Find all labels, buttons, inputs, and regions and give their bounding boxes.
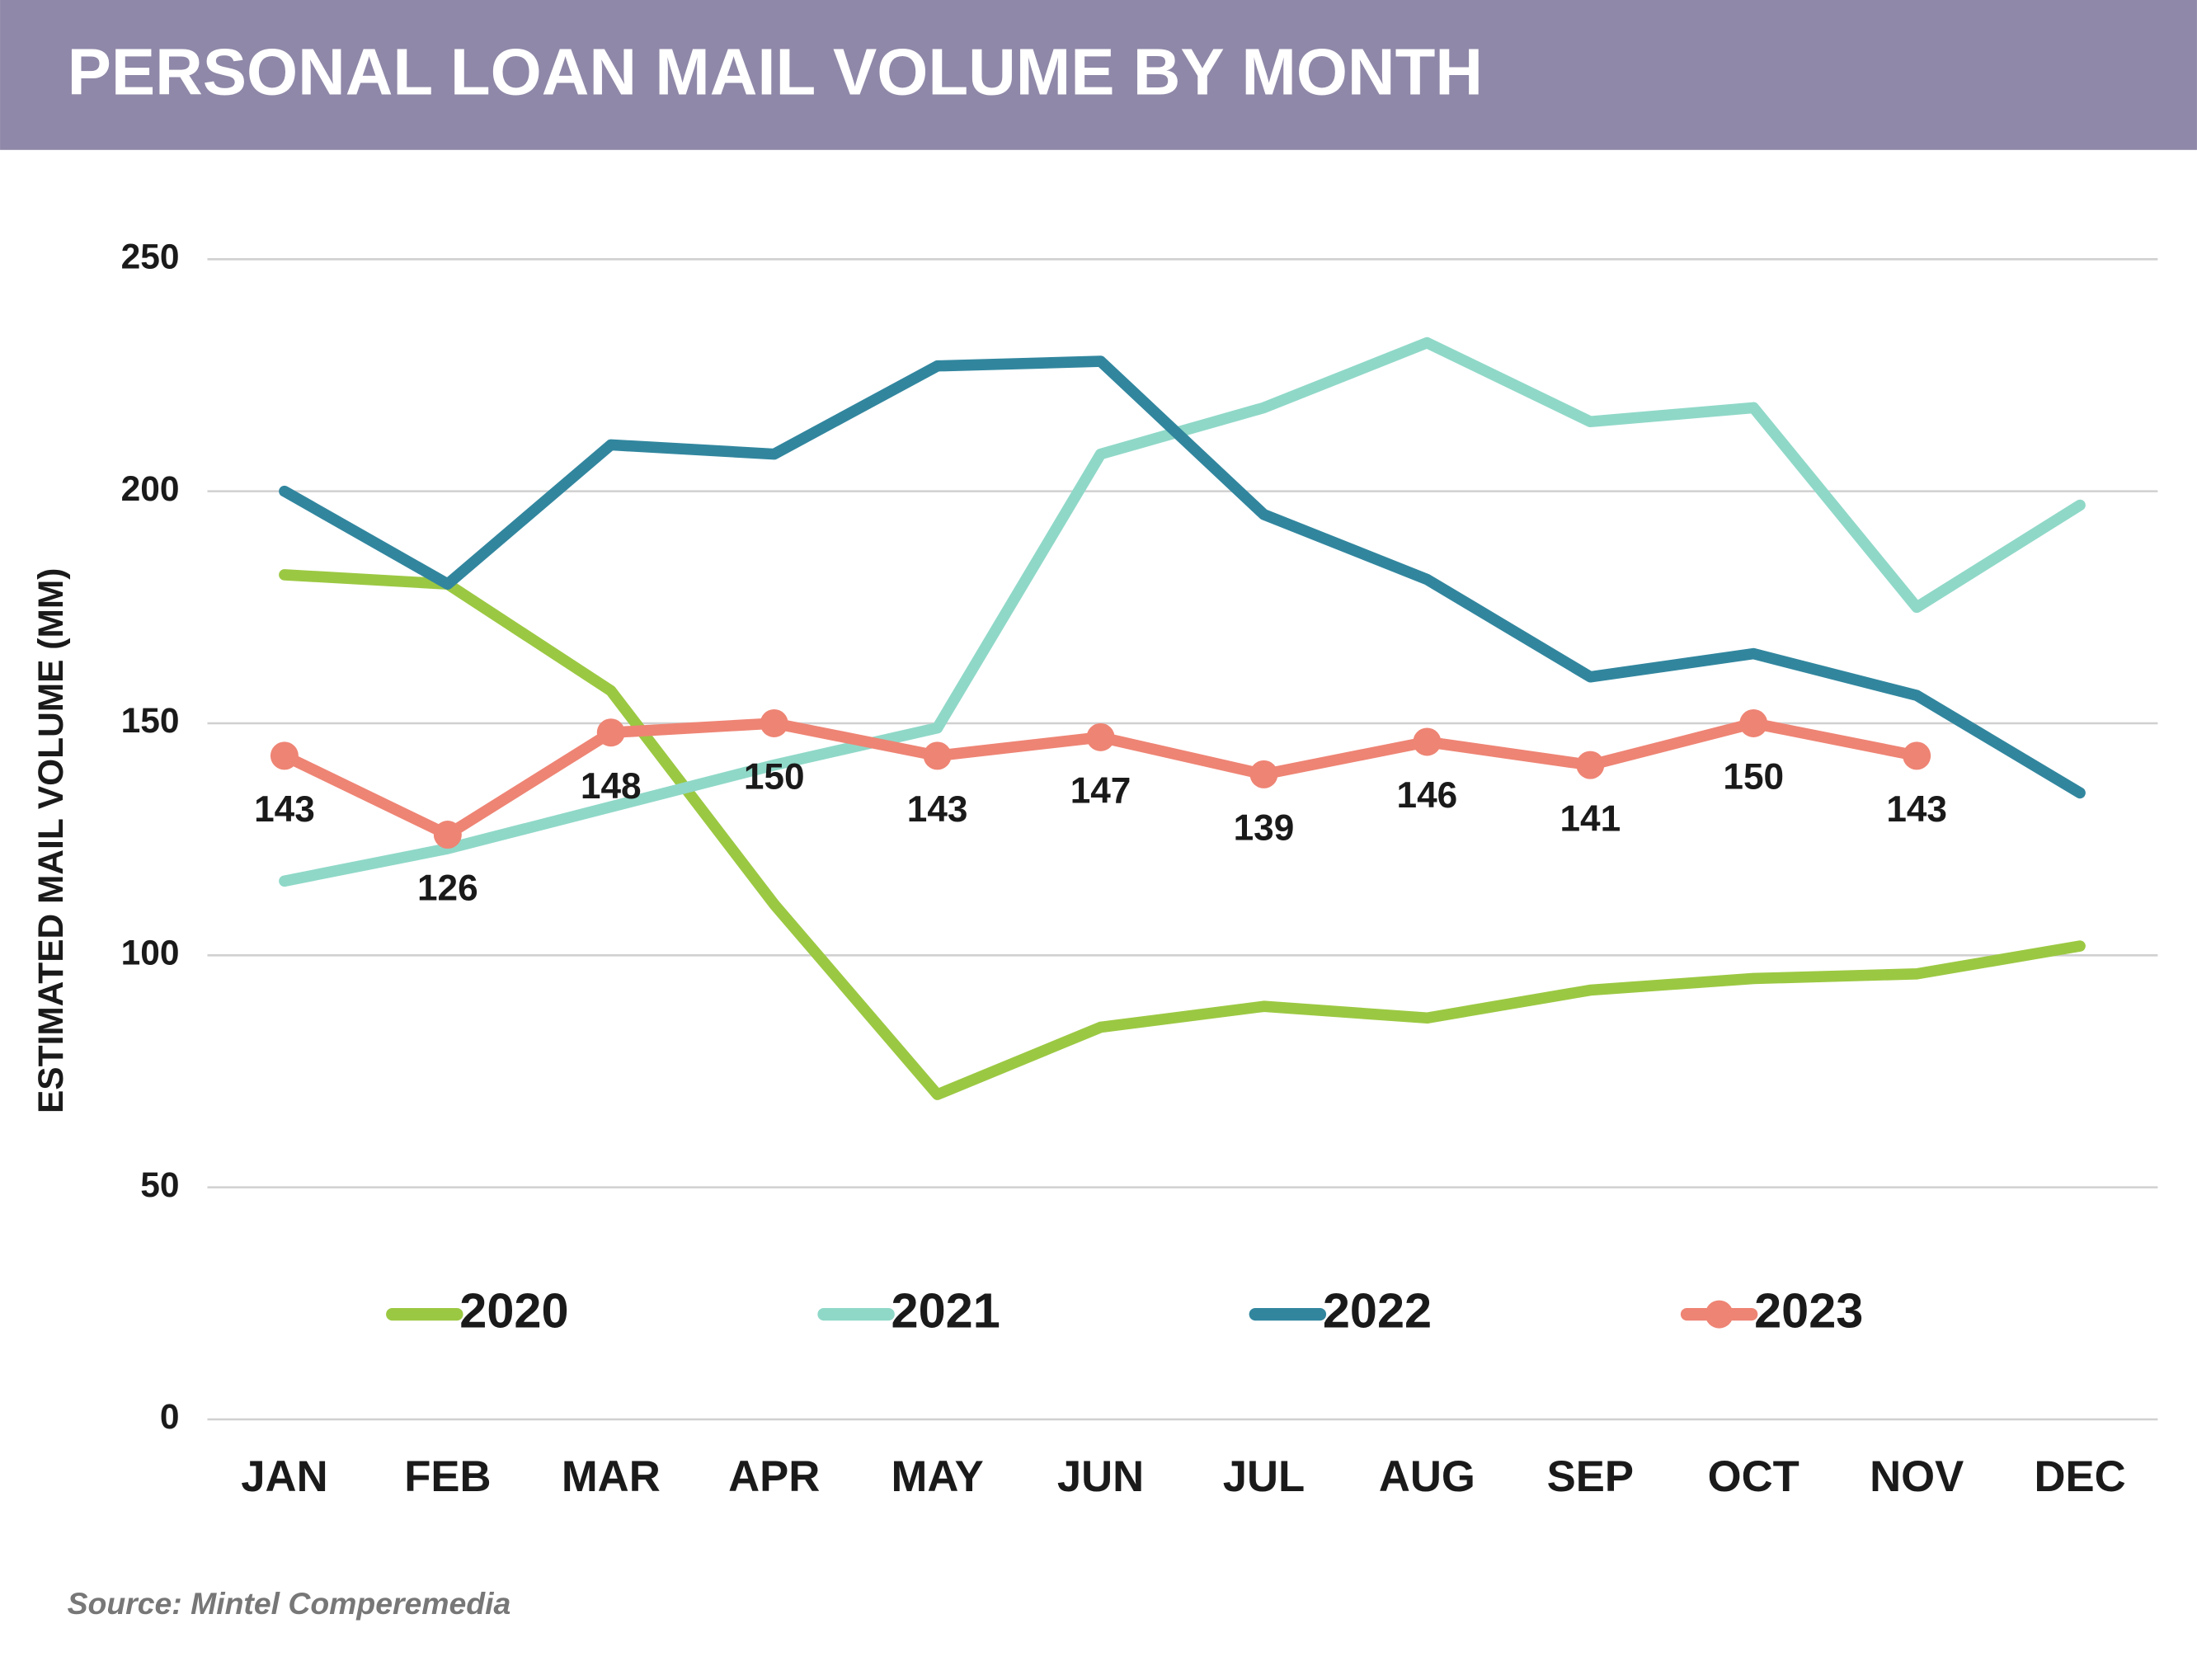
y-tick-label: 100 — [121, 934, 180, 972]
x-tick-label: DEC — [2034, 1452, 2125, 1501]
data-point — [1903, 741, 1931, 770]
y-tick-label: 0 — [160, 1397, 180, 1436]
y-tick-label: 150 — [121, 701, 180, 740]
data-point — [1249, 760, 1278, 788]
data-point — [923, 741, 952, 770]
data-label: 147 — [1070, 770, 1131, 811]
x-tick-label: FEB — [404, 1452, 491, 1501]
chart-title: PERSONAL LOAN MAIL VOLUME BY MONTH — [68, 35, 1483, 109]
data-point — [1739, 708, 1768, 737]
data-point — [433, 821, 462, 849]
data-label: 143 — [1886, 789, 1947, 830]
data-point — [270, 741, 299, 770]
x-tick-label: JAN — [241, 1452, 327, 1501]
x-tick-label: AUG — [1379, 1452, 1475, 1501]
x-tick-label: NOV — [1870, 1452, 1964, 1501]
x-tick-label: JUL — [1223, 1452, 1305, 1501]
y-tick-label: 250 — [121, 238, 180, 276]
data-label: 143 — [254, 789, 315, 830]
y-axis-label: ESTIMATED MAIL VOLUME (MM) — [31, 568, 70, 1113]
data-label: 126 — [417, 868, 478, 909]
data-label: 146 — [1397, 775, 1458, 816]
series-line — [279, 355, 2086, 799]
y-tick-label: 200 — [121, 469, 180, 508]
x-tick-label: MAR — [562, 1452, 661, 1501]
data-label: 139 — [1234, 808, 1295, 849]
source-note: Source: Mintel Comperemedia — [68, 1586, 511, 1621]
data-point — [1576, 751, 1605, 779]
data-label: 143 — [907, 789, 968, 830]
x-tick-label: OCT — [1708, 1452, 1799, 1501]
data-label: 141 — [1560, 798, 1621, 839]
legend-marker — [1705, 1300, 1734, 1329]
legend-label: 2020 — [459, 1282, 568, 1338]
y-tick-label: 50 — [140, 1165, 179, 1204]
data-label: 148 — [581, 766, 642, 807]
legend-label: 2021 — [892, 1282, 1000, 1338]
x-tick-label: JUN — [1057, 1452, 1144, 1501]
x-tick-label: MAY — [892, 1452, 984, 1501]
x-tick-label: APR — [728, 1452, 820, 1501]
series-line — [279, 336, 2086, 887]
legend-label: 2022 — [1323, 1282, 1432, 1338]
data-label: 150 — [744, 757, 805, 798]
data-point — [1413, 727, 1442, 756]
legend-label: 2023 — [1754, 1282, 1863, 1338]
title-banner — [0, 0, 2197, 150]
data-point — [1086, 722, 1115, 751]
data-point — [596, 718, 625, 747]
x-tick-label: SEP — [1547, 1452, 1634, 1501]
data-label: 150 — [1723, 757, 1784, 798]
series-line — [279, 569, 2086, 1100]
data-point — [760, 708, 788, 737]
